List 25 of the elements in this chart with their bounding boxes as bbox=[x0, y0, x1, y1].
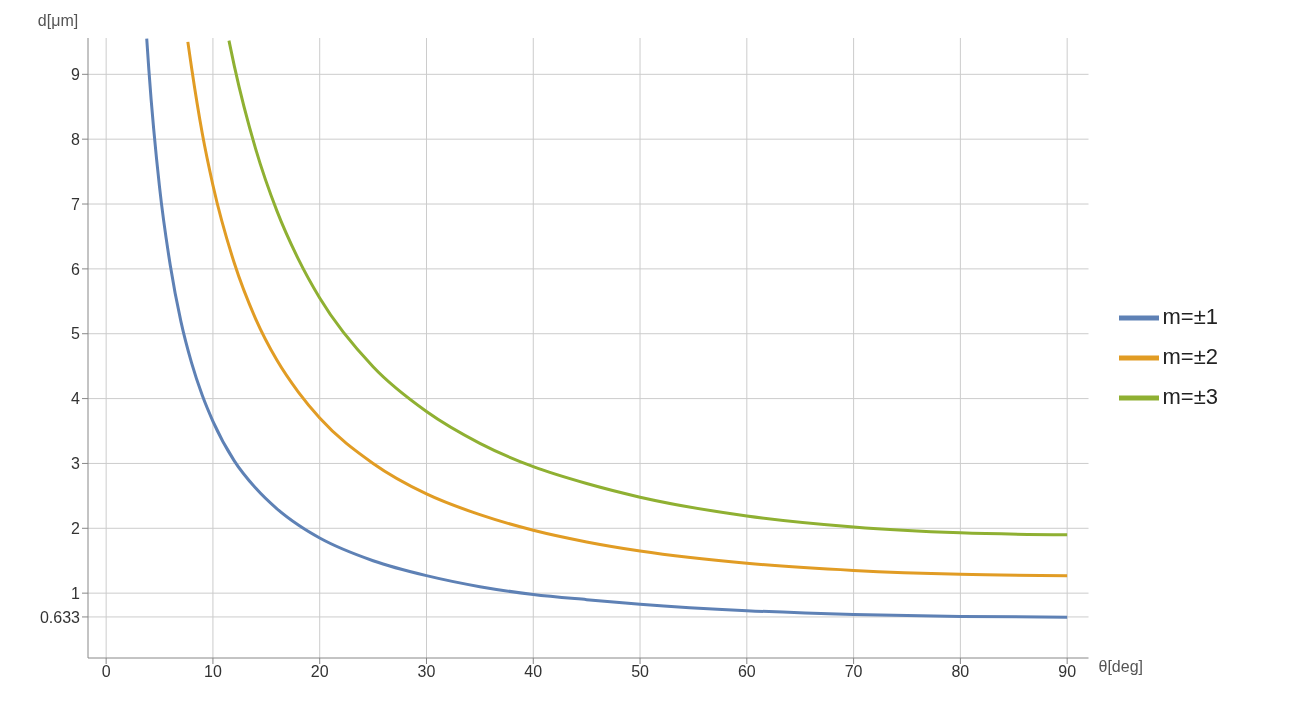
x-axis-title: θ[deg] bbox=[1098, 657, 1143, 675]
x-tick-label: 40 bbox=[524, 663, 543, 681]
x-tick-label: 50 bbox=[631, 663, 650, 681]
y-tick-label: 2 bbox=[71, 519, 81, 537]
legend-label: m=±1 bbox=[1162, 303, 1218, 329]
y-tick-label: 6 bbox=[71, 260, 81, 278]
y-tick-label: 3 bbox=[71, 455, 81, 473]
x-tick-label: 90 bbox=[1058, 663, 1077, 681]
x-tick-label: 20 bbox=[310, 663, 329, 681]
x-tick-label: 80 bbox=[951, 663, 970, 681]
y-tick-label: 7 bbox=[71, 195, 81, 213]
x-tick-label: 70 bbox=[844, 663, 863, 681]
y-tick-label: 8 bbox=[71, 130, 81, 148]
y-tick-label: 5 bbox=[71, 325, 81, 343]
legend-label: m=±3 bbox=[1162, 383, 1218, 409]
x-tick-label: 10 bbox=[204, 663, 222, 681]
y-tick-label: 1 bbox=[71, 584, 81, 602]
legend-label: m=±2 bbox=[1162, 343, 1218, 369]
x-tick-label: 60 bbox=[737, 663, 756, 681]
x-tick-label: 30 bbox=[417, 663, 436, 681]
y-tick-label: 4 bbox=[71, 390, 81, 408]
y-tick-label: 0.633 bbox=[39, 608, 81, 626]
y-tick-label: 9 bbox=[71, 66, 81, 83]
y-axis-title: d[μm] bbox=[37, 12, 79, 29]
x-tick-label: 0 bbox=[101, 663, 111, 681]
